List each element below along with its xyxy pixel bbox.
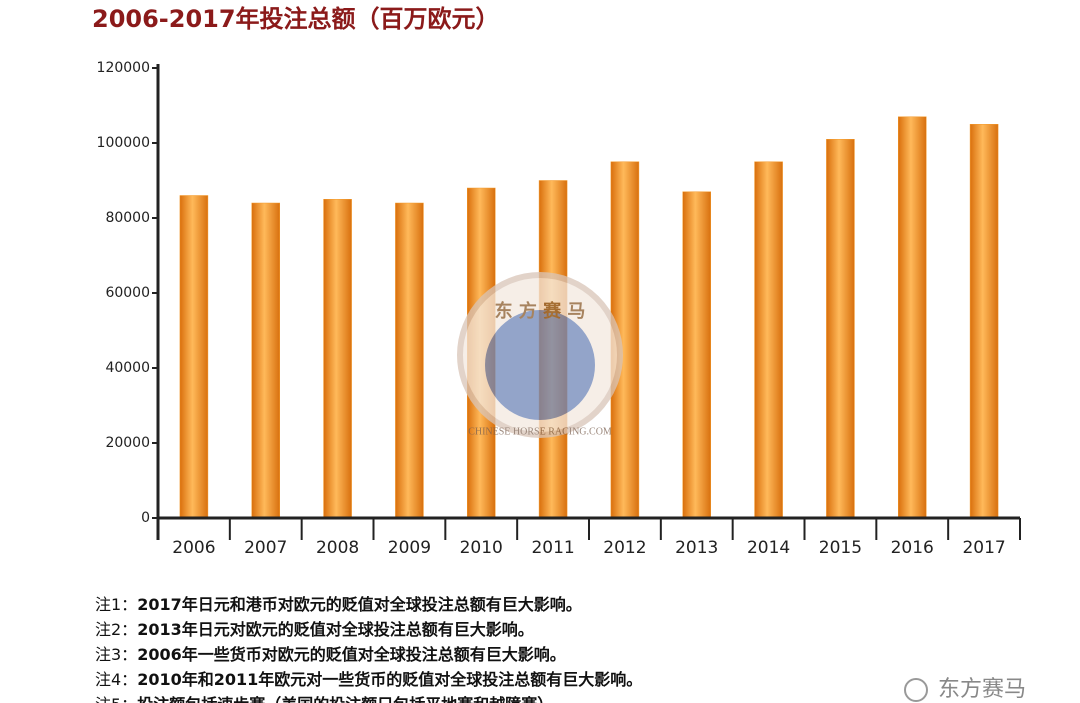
logo-cn: 东 方 赛 马 [495,300,586,322]
note: 注4：2010年和2011年欧元对一些货币的贬值对全球投注总额有巨大影响。 [95,670,642,689]
x-tick-label: 2007 [244,538,287,558]
note-text: 2013年日元对欧元的贬值对全球投注总额有巨大影响。 [137,620,534,639]
x-tick-label: 2017 [962,538,1005,558]
x-tick-label: 2013 [675,538,718,558]
bar [179,195,209,519]
logo: 东 方 赛 马 CHINESE HORSE RACING.COM [457,272,623,438]
x-tick-label: 2010 [460,538,503,558]
note-label: 注4： [95,670,137,689]
note-text: 投注额包括速步赛（美国的投注额只包括平地赛和越障赛） [137,695,553,703]
notes: 注1：2017年日元和港币对欧元的贬值对全球投注总额有巨大影响。注2：2013年… [95,595,642,703]
note: 注5：投注额包括速步赛（美国的投注额只包括平地赛和越障赛） [95,695,553,703]
x-tick-label: 2008 [316,538,359,558]
chart-title: 2006-2017年投注总额（百万欧元） [92,5,500,33]
bar [682,191,711,519]
bar [826,139,855,519]
bar [898,116,927,519]
x-tick-label: 2012 [603,538,646,558]
bar [323,199,352,519]
bar [969,124,999,519]
bar [395,202,424,519]
y-tick-label: 120000 [97,60,150,76]
note-label: 注2： [95,620,137,639]
y-tick-label: 60000 [105,285,150,301]
watermark: 东方赛马 [938,677,1026,702]
note-label: 注5： [95,695,137,703]
note-label: 注1： [95,595,137,614]
note-text: 2010年和2011年欧元对一些货币的贬值对全球投注总额有巨大影响。 [137,670,642,689]
note: 注1：2017年日元和港币对欧元的贬值对全球投注总额有巨大影响。 [95,595,582,614]
note-label: 注3： [95,645,137,664]
y-tick-label: 20000 [105,435,150,451]
logo-en: CHINESE HORSE RACING.COM [468,426,612,437]
x-tick-label: 2016 [891,538,934,558]
note-text: 2017年日元和港币对欧元的贬值对全球投注总额有巨大影响。 [137,595,582,614]
x-tick-label: 2011 [531,538,574,558]
note-text: 2006年一些货币对欧元的贬值对全球投注总额有巨大影响。 [137,645,566,664]
x-tick-label: 2015 [819,538,862,558]
wechat-icon [904,678,928,702]
y-tick-label: 80000 [105,210,150,226]
x-tick-label: 2006 [172,538,215,558]
note: 注3：2006年一些货币对欧元的贬值对全球投注总额有巨大影响。 [95,645,566,664]
x-tick-label: 2014 [747,538,790,558]
logo-disc [485,310,595,420]
y-tick-label: 0 [141,510,150,526]
y-tick-label: 100000 [97,135,150,151]
x-tick-label: 2009 [388,538,431,558]
bar [754,161,783,519]
note: 注2：2013年日元对欧元的贬值对全球投注总额有巨大影响。 [95,620,534,639]
bar [251,202,280,519]
y-tick-label: 40000 [105,360,150,376]
